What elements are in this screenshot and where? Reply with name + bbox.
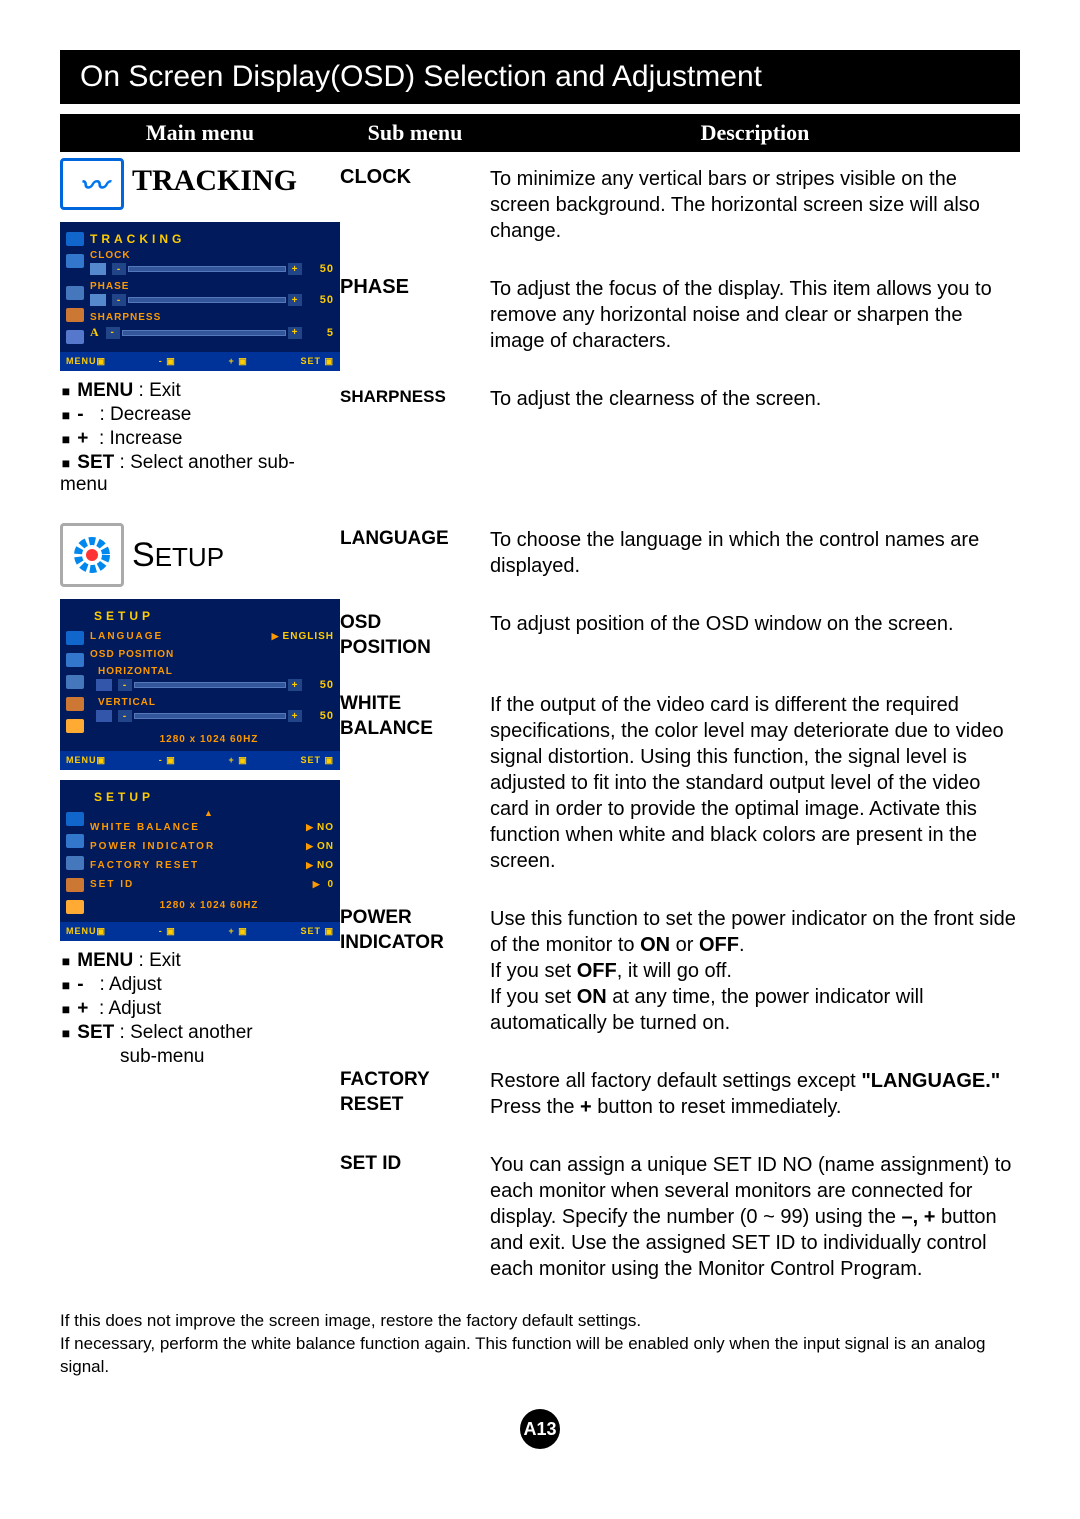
osd-nav-icon xyxy=(66,878,84,892)
desc-factory-reset: Restore all factory default settings exc… xyxy=(490,1054,1020,1120)
osd-nav-icon xyxy=(66,653,84,667)
sub-clock: CLOCK xyxy=(340,152,490,244)
column-headers: Main menu Sub menu Description xyxy=(60,114,1020,152)
tracking-osd-panel: TRACKING CLOCK -+ 50 PHASE -+ 50 xyxy=(60,222,340,371)
desc-power-indicator: Use this function to set the power indic… xyxy=(490,892,1020,1036)
tracking-heading: 〰 TRACKING xyxy=(60,152,340,216)
sub-sharpness: SHARPNESS xyxy=(340,372,490,412)
page-number: A13 xyxy=(520,1409,560,1449)
desc-phase: To adjust the focus of the display. This… xyxy=(490,262,1020,354)
osd-item-label: PHASE xyxy=(84,281,334,292)
desc-sharpness: To adjust the clearness of the screen. xyxy=(490,372,1020,412)
osd-item-label: SHARPNESS xyxy=(84,312,334,323)
tracking-icon: 〰 xyxy=(60,158,124,210)
sub-set-id: SET ID xyxy=(340,1138,490,1282)
osd-nav-icon xyxy=(66,900,84,914)
desc-osd-position: To adjust position of the OSD window on … xyxy=(490,597,1020,660)
osd-nav-icon xyxy=(66,697,84,711)
col-description: Description xyxy=(490,114,1020,152)
sub-language: LANGUAGE xyxy=(340,513,490,579)
osd-footer: MENU▣ - ▣ + ▣ SET ▣ xyxy=(60,751,340,770)
osd-title: SETUP xyxy=(66,786,334,808)
osd-nav-icon xyxy=(66,308,84,322)
tracking-legend: ■ MENU : Exit ■ - : Decrease ■ + : Incre… xyxy=(60,371,340,513)
setup-gear-icon xyxy=(60,523,124,587)
osd-nav-icon xyxy=(66,254,84,268)
osd-nav-icon xyxy=(66,631,84,645)
setup-osd-panel-1: SETUP LANGUAGE ▶ENGLISH OSD xyxy=(60,599,340,770)
desc-white-balance: If the output of the video card is diffe… xyxy=(490,678,1020,874)
setup-legend: ■ MENU : Exit ■ - : Adjust ■ + : Adjust … xyxy=(60,941,340,1085)
setup-osd-panel-2: SETUP ▲ WHITE BALANCE▶NO POWER INDICATOR… xyxy=(60,780,340,941)
col-main-menu: Main menu xyxy=(60,114,340,152)
setup-heading: SETUP xyxy=(60,513,340,593)
sub-phase: PHASE xyxy=(340,262,490,354)
osd-nav-icon xyxy=(66,812,84,826)
page-title: On Screen Display(OSD) Selection and Adj… xyxy=(60,50,1020,104)
osd-nav-icon xyxy=(66,675,84,689)
osd-nav-icon xyxy=(66,232,84,246)
sub-white-balance: WHITEBALANCE xyxy=(340,678,490,874)
desc-set-id: You can assign a unique SET ID NO (name … xyxy=(490,1138,1020,1282)
osd-nav-icon xyxy=(66,834,84,848)
osd-nav-icon xyxy=(66,286,84,300)
footnote: If this does not improve the screen imag… xyxy=(60,1300,1020,1389)
sub-factory-reset: FACTORYRESET xyxy=(340,1054,490,1120)
osd-title: TRACKING xyxy=(84,228,334,250)
osd-footer: MENU▣ - ▣ + ▣ SET ▣ xyxy=(60,922,340,941)
desc-clock: To minimize any vertical bars or stripes… xyxy=(490,152,1020,244)
desc-language: To choose the language in which the cont… xyxy=(490,513,1020,579)
osd-footer: MENU▣ - ▣ + ▣ SET ▣ xyxy=(60,352,340,371)
osd-nav-icon xyxy=(66,719,84,733)
sub-power-indicator: POWERINDICATOR xyxy=(340,892,490,1036)
osd-nav-icon xyxy=(66,330,84,344)
osd-nav-icon xyxy=(66,856,84,870)
osd-title: SETUP xyxy=(66,605,334,627)
col-sub-menu: Sub menu xyxy=(340,114,490,152)
osd-item-label: CLOCK xyxy=(84,250,334,261)
sub-osd-position: OSDPOSITION xyxy=(340,597,490,660)
